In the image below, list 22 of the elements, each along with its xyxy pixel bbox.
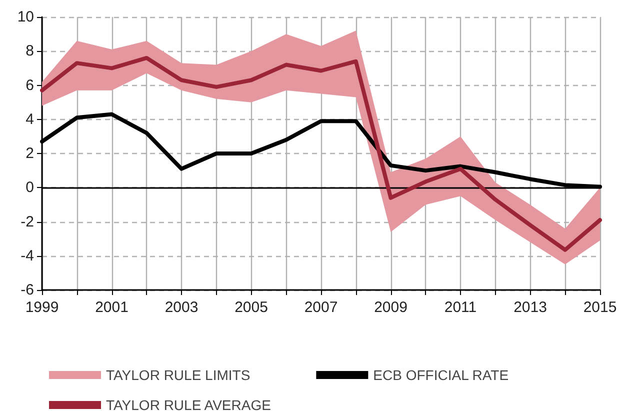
x-tick-label: 2007 xyxy=(304,299,338,316)
y-tick-label: 4 xyxy=(26,110,34,128)
y-tick-label: -2 xyxy=(20,213,34,230)
y-tick-label: -6 xyxy=(20,282,34,298)
y-tick-label: 10 xyxy=(17,8,34,26)
y-tick-label: 2 xyxy=(26,145,34,162)
y-tick-label: 0 xyxy=(26,179,34,196)
legend-label: TAYLOR RULE LIMITS xyxy=(106,367,250,383)
x-tick-label: 2005 xyxy=(234,299,268,316)
legend-label: TAYLOR RULE AVERAGE xyxy=(106,397,271,411)
x-tick-label: 2013 xyxy=(514,299,547,316)
x-tick-label: 2015 xyxy=(583,299,617,316)
x-tick-label: 2009 xyxy=(374,299,408,316)
legend-label: ECB OFFICIAL RATE xyxy=(373,367,509,383)
line-series xyxy=(40,56,602,252)
y-tick-label: -4 xyxy=(20,247,34,264)
x-tick-label: 2011 xyxy=(444,299,477,316)
x-tick-label: 2001 xyxy=(95,299,128,316)
y-tick-label: 8 xyxy=(26,42,34,60)
y-tick-label: 6 xyxy=(26,76,34,94)
x-tick-label: 2003 xyxy=(164,299,198,316)
x-tick-label: 1999 xyxy=(25,299,59,316)
